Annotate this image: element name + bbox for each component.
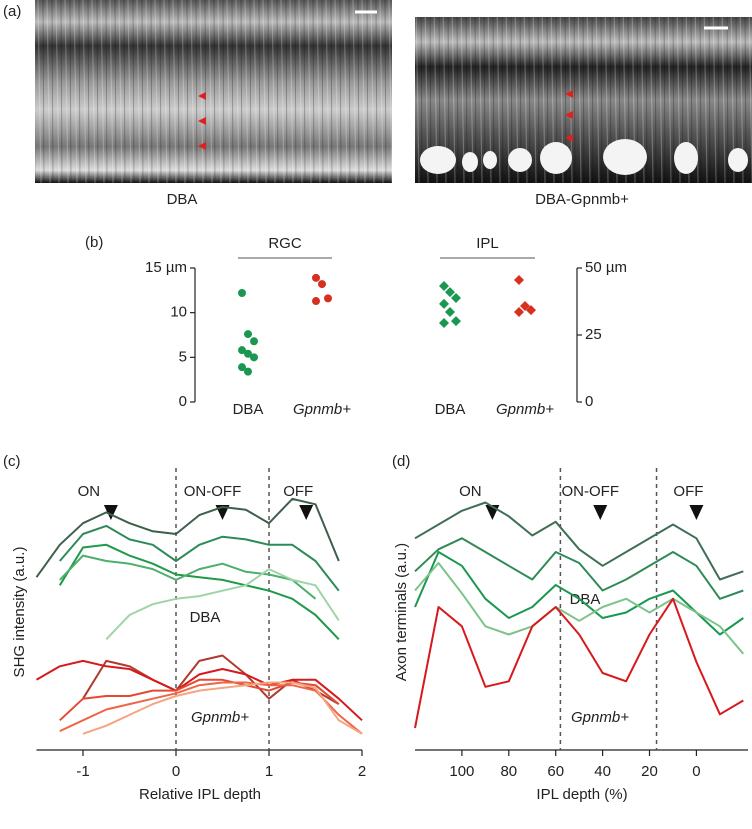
y-tick-label: 0 — [179, 393, 187, 410]
y2-tick-label: 25 — [585, 326, 602, 343]
annotation-arrow — [689, 505, 704, 520]
point — [520, 301, 530, 312]
point — [451, 293, 461, 304]
line — [414, 551, 744, 636]
line — [82, 681, 363, 735]
point — [238, 289, 246, 298]
point — [445, 287, 455, 298]
point — [244, 349, 252, 358]
point — [439, 317, 449, 328]
point — [526, 305, 536, 316]
group-label: DBA — [190, 609, 221, 626]
image-texture — [35, 0, 392, 183]
line — [58, 543, 340, 640]
x-tick-label: 60 — [547, 763, 564, 780]
group-label: DBA — [570, 591, 601, 608]
annotation: ON — [459, 483, 482, 500]
group-label: Gpnmb+ — [191, 709, 249, 726]
point — [250, 337, 258, 346]
annotation: OFF — [673, 483, 703, 500]
category-label: Gpnmb+ — [293, 401, 351, 418]
panel-label: (a) — [3, 3, 21, 20]
point — [324, 294, 332, 303]
point — [238, 363, 246, 372]
point — [244, 330, 252, 339]
line — [414, 597, 744, 729]
point — [318, 280, 326, 289]
annotation-arrow — [593, 505, 608, 520]
image-caption: DBA-Gpnmb+ — [535, 191, 629, 208]
point — [312, 297, 320, 306]
group-label: IPL — [476, 235, 499, 252]
red-arrowheads — [565, 90, 573, 142]
category-label: DBA — [233, 401, 264, 418]
group-label: RGC — [268, 235, 302, 252]
y-tick-label: 10 — [170, 304, 187, 321]
x-axis-title: Relative IPL depth — [139, 786, 261, 803]
x-tick-label: 80 — [500, 763, 517, 780]
panel-label: (c) — [3, 453, 21, 470]
line — [35, 659, 363, 722]
category-label: Gpnmb+ — [496, 401, 554, 418]
category-label: DBA — [435, 401, 466, 418]
red-arrowheads — [198, 92, 206, 150]
line — [35, 497, 340, 578]
x-tick-label: 40 — [594, 763, 611, 780]
point — [244, 367, 252, 376]
y2-tick-label: 50 µm — [585, 259, 627, 276]
line — [414, 501, 744, 581]
point — [439, 298, 449, 309]
point — [514, 275, 524, 286]
y-tick-label: 15 µm — [145, 259, 187, 276]
line — [59, 524, 340, 592]
point — [238, 346, 246, 355]
x-tick-label: 0 — [692, 763, 700, 780]
point — [451, 316, 461, 327]
annotation-arrow — [299, 505, 314, 520]
point — [312, 273, 320, 282]
annotation-arrow — [103, 505, 118, 520]
annotation: ON — [78, 483, 101, 500]
panel-label: (b) — [85, 234, 103, 251]
x-axis-title: IPL depth (%) — [536, 786, 627, 803]
panel-label: (d) — [392, 453, 410, 470]
group-label: Gpnmb+ — [571, 709, 629, 726]
image-caption: DBA — [167, 191, 198, 208]
point — [445, 306, 455, 317]
line — [82, 654, 340, 705]
line — [414, 537, 744, 600]
y2-tick-label: 0 — [585, 393, 593, 410]
line — [59, 681, 363, 735]
point — [439, 280, 449, 291]
bright-blobs — [420, 139, 748, 175]
x-tick-label: -1 — [76, 763, 89, 780]
annotation: ON-OFF — [184, 483, 242, 500]
retina-images — [35, 0, 752, 183]
annotation: ON-OFF — [562, 483, 620, 500]
line — [59, 554, 317, 600]
point — [250, 353, 258, 362]
x-tick-label: 2 — [358, 763, 366, 780]
x-tick-label: 0 — [172, 763, 180, 780]
y-tick-label: 5 — [179, 348, 187, 365]
y-axis-title: SHG intensity (a.u.) — [11, 547, 28, 678]
y-axis-title: Axon terminals (a.u.) — [393, 543, 410, 681]
x-tick-label: 20 — [641, 763, 658, 780]
line — [414, 562, 745, 655]
point — [514, 306, 524, 317]
annotation: OFF — [283, 483, 313, 500]
x-tick-label: 100 — [449, 763, 474, 780]
line — [105, 568, 340, 640]
x-tick-label: 1 — [265, 763, 273, 780]
